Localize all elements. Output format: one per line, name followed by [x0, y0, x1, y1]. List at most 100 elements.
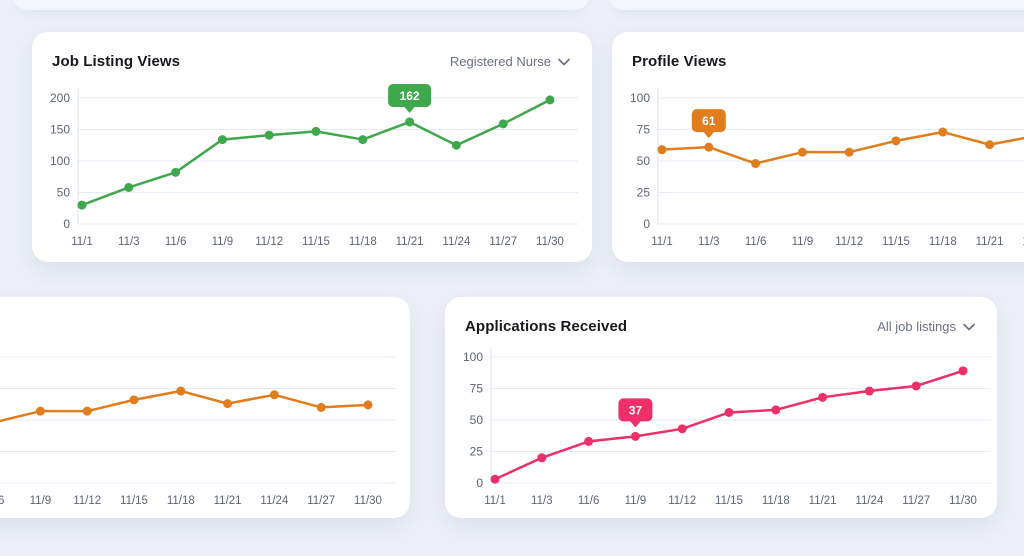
- value-tooltip-label: 162: [400, 89, 420, 103]
- x-tick-label: 11/12: [73, 495, 101, 507]
- x-tick-label: 11/18: [167, 495, 195, 507]
- profile-views-chart[interactable]: 0 25 50 75 100 11/1 11/3 11/6 11/9 11/12 11/15 11/1…: [612, 82, 1024, 257]
- data-point[interactable]: [498, 119, 508, 129]
- x-tick-label: 11/1: [484, 495, 506, 507]
- x-tick-label: 11/18: [349, 236, 377, 248]
- data-point[interactable]: [176, 386, 186, 396]
- value-tooltip-pointer: [403, 105, 416, 113]
- x-tick-label: 11/18: [762, 495, 790, 507]
- y-tick-label: 100: [463, 350, 483, 364]
- job-title-filter-dropdown[interactable]: Registered Nurse: [450, 54, 570, 69]
- x-tick-label: 11/30: [536, 236, 564, 248]
- x-tick-label: 11/3: [531, 495, 553, 507]
- data-point[interactable]: [223, 399, 233, 409]
- y-tick-label: 150: [50, 123, 70, 137]
- data-point[interactable]: [363, 400, 373, 410]
- dropdown-label: Registered Nurse: [449, 54, 551, 69]
- data-point[interactable]: [537, 453, 547, 463]
- y-tick-label: 100: [50, 154, 70, 168]
- x-tick-label: 11/15: [120, 495, 148, 507]
- data-point[interactable]: [264, 130, 274, 140]
- x-tick-label: 11/3: [118, 236, 140, 248]
- data-point[interactable]: [864, 386, 874, 396]
- y-tick-label: 200: [50, 91, 70, 105]
- data-point[interactable]: [958, 366, 968, 376]
- data-point[interactable]: [704, 142, 714, 152]
- x-tick-label: 11/27: [489, 236, 517, 248]
- card-title: Profile Views: [632, 53, 727, 70]
- value-tooltip-pointer: [702, 131, 715, 139]
- card-header: Applications Received All job listings: [445, 297, 997, 337]
- dropdown-label: All job listings: [877, 319, 956, 334]
- data-point[interactable]: [217, 135, 227, 145]
- clipped-card-above-left: [12, 0, 590, 10]
- data-point[interactable]: [938, 127, 948, 137]
- x-tick-label: 11/6: [745, 236, 767, 248]
- data-point[interactable]: [657, 145, 667, 155]
- job-listing-views-chart[interactable]: 0 50 100 150 200 11/1 11/3 11/6 11/9 11/12 11/15 11…: [32, 82, 592, 257]
- data-point[interactable]: [358, 135, 368, 145]
- data-point[interactable]: [797, 147, 807, 157]
- data-point[interactable]: [677, 424, 687, 434]
- card-title: Applications Received: [465, 318, 628, 335]
- data-point[interactable]: [311, 126, 321, 136]
- data-point[interactable]: [490, 474, 500, 484]
- x-tick-label: 11/21: [976, 236, 1004, 248]
- data-point[interactable]: [77, 200, 87, 210]
- clipped-profile-views-card: 025507510011/111/311/611/911/1211/1511/1…: [0, 297, 410, 518]
- chevron-down-icon: [558, 58, 570, 65]
- x-tick-label: 11/21: [396, 236, 424, 248]
- x-tick-label: 11/9: [625, 495, 647, 507]
- x-tick-label: 11/24: [260, 495, 289, 507]
- data-point[interactable]: [724, 407, 734, 417]
- x-tick-label: 11/12: [255, 236, 283, 248]
- y-tick-label: 0: [476, 476, 483, 490]
- data-point[interactable]: [630, 431, 640, 441]
- x-tick-label: 11/27: [307, 495, 335, 507]
- data-point[interactable]: [124, 182, 134, 192]
- data-point[interactable]: [35, 406, 45, 416]
- applications-received-chart[interactable]: 0 25 50 75 100 11/1 11/3 11/6 11/9 11/12 11/15 11/1…: [445, 341, 997, 516]
- x-tick-label: 11/6: [578, 495, 600, 507]
- data-point[interactable]: [269, 390, 279, 400]
- data-point[interactable]: [771, 405, 781, 415]
- data-point[interactable]: [405, 117, 415, 127]
- x-tick-label: 11/9: [30, 495, 52, 507]
- value-tooltip-label: 37: [629, 403, 643, 417]
- value-tooltip-label: 61: [702, 114, 716, 128]
- series-line: [80, 98, 552, 207]
- data-point[interactable]: [316, 402, 326, 412]
- data-point[interactable]: [545, 95, 555, 105]
- data-point[interactable]: [891, 136, 901, 146]
- applications-received-card: Applications Received All job listings 0…: [445, 297, 997, 518]
- clipped-profile-views-chart[interactable]: 025507510011/111/311/611/911/1211/1511/1…: [0, 341, 410, 516]
- y-tick-label: 0: [643, 217, 650, 231]
- x-tick-label: 11/15: [882, 236, 910, 248]
- y-tick-label: 50: [470, 413, 484, 427]
- chevron-down-icon: [963, 323, 975, 330]
- data-point[interactable]: [129, 395, 139, 405]
- data-point[interactable]: [751, 159, 761, 169]
- job-listing-filter-dropdown[interactable]: All job listings: [877, 319, 975, 334]
- x-tick-label: 11/18: [929, 236, 957, 248]
- data-point[interactable]: [818, 392, 828, 402]
- x-tick-label: 11/27: [902, 495, 930, 507]
- x-tick-label: 11/1: [651, 236, 673, 248]
- y-tick-label: 0: [63, 217, 70, 231]
- x-tick-label: 11/12: [668, 495, 696, 507]
- x-tick-label: 11/3: [698, 236, 720, 248]
- series-line: [0, 389, 370, 423]
- data-point[interactable]: [451, 140, 461, 150]
- data-point[interactable]: [171, 167, 181, 177]
- data-point[interactable]: [584, 436, 594, 446]
- data-point[interactable]: [911, 381, 921, 391]
- x-tick-label: 11/24: [442, 236, 471, 248]
- data-point[interactable]: [844, 147, 854, 157]
- x-tick-label: 11/12: [835, 236, 863, 248]
- data-point[interactable]: [985, 140, 995, 150]
- x-tick-label: 11/15: [302, 236, 330, 248]
- x-tick-label: 11/6: [165, 236, 187, 248]
- data-point[interactable]: [82, 406, 92, 416]
- y-tick-label: 75: [637, 123, 651, 137]
- x-tick-label: 11/24: [1022, 236, 1024, 248]
